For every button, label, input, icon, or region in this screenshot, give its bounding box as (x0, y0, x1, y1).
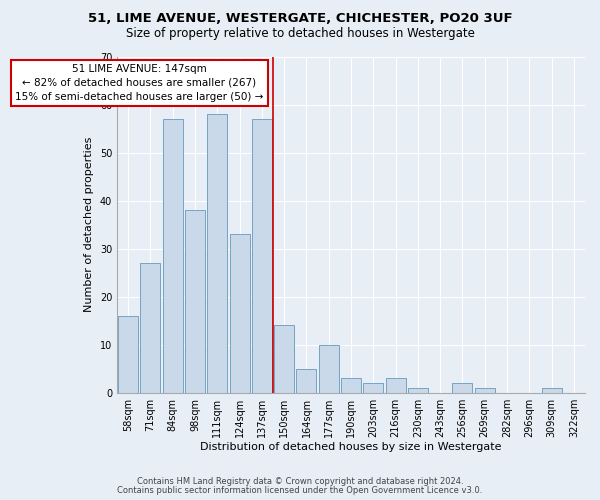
Bar (386, 378, 406, 392)
Bar (140, 263, 160, 392)
Bar (230, 234, 250, 392)
Bar (319, 344, 339, 393)
Bar (118, 316, 138, 392)
Bar (207, 114, 227, 392)
Text: 51 LIME AVENUE: 147sqm
← 82% of detached houses are smaller (267)
15% of semi-de: 51 LIME AVENUE: 147sqm ← 82% of detached… (15, 64, 263, 102)
Bar (452, 383, 472, 392)
Bar (296, 368, 316, 392)
X-axis label: Distribution of detached houses by size in Westergate: Distribution of detached houses by size … (200, 442, 502, 452)
Bar (341, 378, 361, 392)
Text: Contains HM Land Registry data © Crown copyright and database right 2024.: Contains HM Land Registry data © Crown c… (137, 477, 463, 486)
Bar (185, 210, 205, 392)
Bar (163, 119, 183, 392)
Text: Contains public sector information licensed under the Open Government Licence v3: Contains public sector information licen… (118, 486, 482, 495)
Bar (475, 388, 495, 392)
Bar (408, 388, 428, 392)
Bar (363, 383, 383, 392)
Text: 51, LIME AVENUE, WESTERGATE, CHICHESTER, PO20 3UF: 51, LIME AVENUE, WESTERGATE, CHICHESTER,… (88, 12, 512, 26)
Y-axis label: Number of detached properties: Number of detached properties (84, 137, 94, 312)
Bar (252, 119, 272, 392)
Text: Size of property relative to detached houses in Westergate: Size of property relative to detached ho… (125, 28, 475, 40)
Bar (542, 388, 562, 392)
Bar (274, 326, 294, 392)
